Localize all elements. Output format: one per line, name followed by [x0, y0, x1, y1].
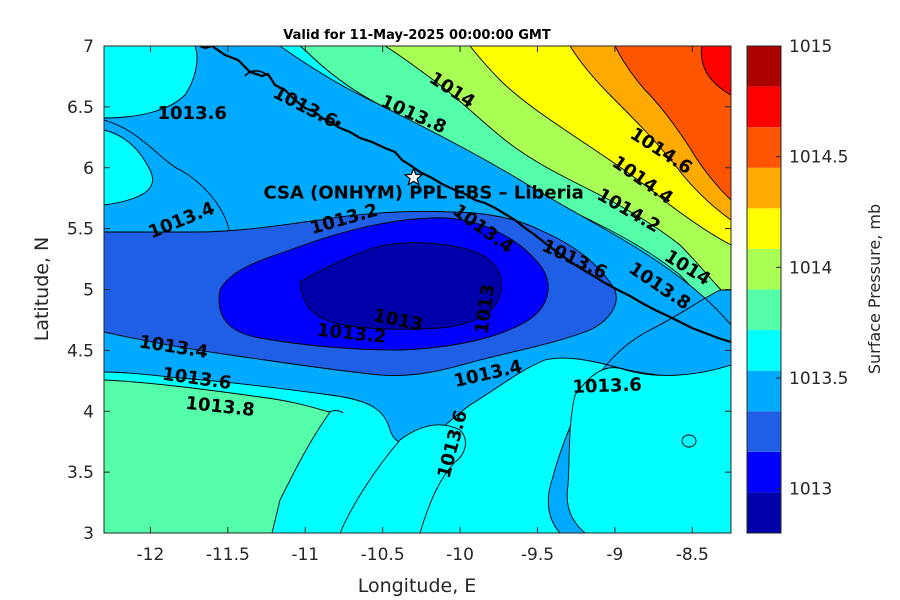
y-tick-label: 6.5	[67, 98, 94, 118]
y-axis-label: Latitude, N	[31, 237, 53, 342]
contour-label: 1013.6	[158, 103, 227, 124]
colorbar-swatch	[747, 451, 781, 493]
colorbar-swatch	[747, 46, 781, 87]
band-1013.6-1013.8-southeast	[566, 364, 731, 533]
colorbar-swatch	[747, 370, 781, 412]
colorbar-label: Surface Pressure, mb	[865, 204, 884, 374]
band-1012.8-1013	[299, 242, 502, 330]
band-1014.6-1014.8	[614, 46, 731, 201]
coastal-islet	[335, 120, 341, 126]
plot-area: 1013.6 1013.6 10141013.81014.61014.41014.2…	[104, 46, 731, 533]
band-1013.8-1014-southwest	[104, 379, 331, 533]
x-tick-label: -12	[137, 545, 165, 565]
band-1014.8-1015-north	[700, 46, 731, 96]
x-tick-label: -11	[291, 545, 319, 565]
colorbar-tick-label: 1013	[789, 480, 832, 500]
y-tick-label: 4.5	[67, 341, 94, 361]
x-tick-label: -10	[446, 545, 474, 565]
x-tick-label: -9	[606, 545, 623, 565]
y-tick-label: 3	[83, 524, 94, 544]
colorbar-tick-label: 1013.5	[789, 369, 848, 389]
band-1013.6-1013.8-west-strip	[104, 129, 153, 206]
y-tick-label: 7	[83, 37, 94, 57]
y-tick-label: 4	[83, 402, 94, 422]
colorbar-frame	[746, 45, 782, 534]
coast-inlet	[244, 70, 271, 78]
site-label: CSA (ONHYM) PPL EBS – Liberia	[263, 182, 583, 203]
y-axis-ticks: 3 3.5 4 4.5 5 5.5 6 6.5 7	[67, 37, 731, 544]
star-icon	[403, 166, 424, 187]
colorbar-swatch	[747, 411, 781, 452]
x-tick-label: -10.5	[361, 545, 405, 565]
colorbar-tick-label: 1014	[789, 258, 832, 278]
x-tick-label: -9.5	[521, 545, 554, 565]
colorbar-swatch	[747, 127, 781, 168]
colorbar-swatch	[747, 492, 781, 533]
colorbar-swatch	[747, 330, 781, 371]
colorbar-swatch	[747, 289, 781, 331]
colorbar: 1013 1013.5 1014 1014.5 1015	[746, 37, 848, 534]
contour-label: 1013.6	[572, 374, 642, 397]
chart-title: Valid for 11-May-2025 00:00:00 GMT	[283, 28, 551, 43]
band-1013.6-islet	[681, 434, 697, 448]
y-tick-label: 5	[83, 281, 94, 301]
band-1014.2-1014.4-edge	[329, 410, 344, 414]
site-marker	[403, 166, 424, 187]
y-tick-label: 5.5	[67, 220, 94, 240]
colorbar-tick-label: 1015	[789, 37, 832, 57]
y-tick-label: 3.5	[67, 463, 94, 483]
colorbar-tick-label: 1014.5	[789, 148, 848, 168]
colorbar-swatch	[747, 208, 781, 249]
pressure-bands	[104, 46, 731, 533]
colorbar-swatch	[747, 86, 781, 128]
x-axis-label: Longitude, E	[358, 575, 477, 597]
colorbar-swatch	[747, 248, 781, 290]
coastline	[199, 46, 731, 344]
x-tick-label: -11.5	[206, 545, 250, 565]
y-tick-label: 6	[83, 159, 94, 179]
band-1013.6-1013.8-south-tongue	[339, 424, 466, 533]
x-axis-ticks: -12 -11.5 -11 -10.5 -10 -9.5 -9 -8.5	[137, 46, 709, 565]
colorbar-swatch	[747, 167, 781, 209]
x-tick-label: -8.5	[676, 545, 709, 565]
band-1013.6-1013.8-corner	[104, 46, 198, 119]
